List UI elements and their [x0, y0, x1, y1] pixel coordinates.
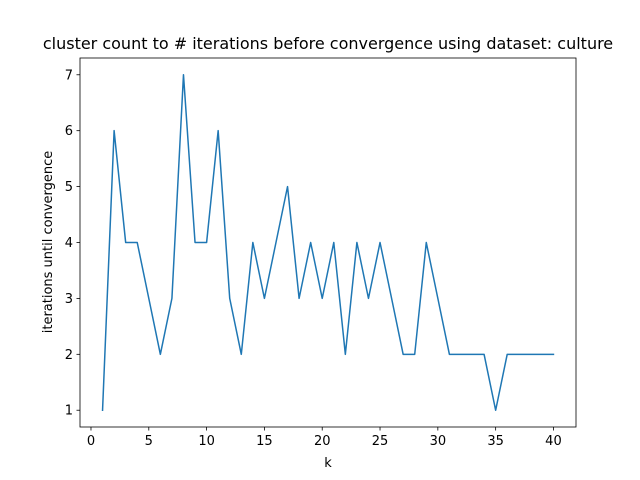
chart-title: cluster count to # iterations before con… — [43, 34, 613, 53]
y-tick-label: 3 — [65, 292, 73, 307]
y-tick-label: 2 — [65, 348, 73, 363]
y-tick-label: 6 — [65, 124, 73, 139]
y-axis: 1 2 3 4 5 6 7 — [65, 68, 80, 419]
y-tick-label: 5 — [65, 180, 73, 195]
x-axis: 0 5 10 15 20 25 30 35 40 — [87, 427, 562, 449]
x-axis-title: k — [324, 456, 332, 471]
x-tick-label: 30 — [430, 434, 447, 449]
y-tick-label: 1 — [65, 404, 73, 419]
series-layer — [101, 74, 555, 412]
y-axis-title: iterations until convergence — [41, 151, 56, 334]
series-line-0 — [101, 74, 555, 412]
y-tick-label: 7 — [65, 68, 73, 83]
x-tick-label: 25 — [372, 434, 389, 449]
y-tick-label: 4 — [65, 236, 73, 251]
x-tick-label: 20 — [314, 434, 331, 449]
x-tick-label: 15 — [256, 434, 273, 449]
x-tick-label: 40 — [545, 434, 562, 449]
x-tick-label: 0 — [87, 434, 95, 449]
x-tick-label: 5 — [145, 434, 153, 449]
x-tick-label: 10 — [198, 434, 215, 449]
x-tick-label: 35 — [487, 434, 504, 449]
